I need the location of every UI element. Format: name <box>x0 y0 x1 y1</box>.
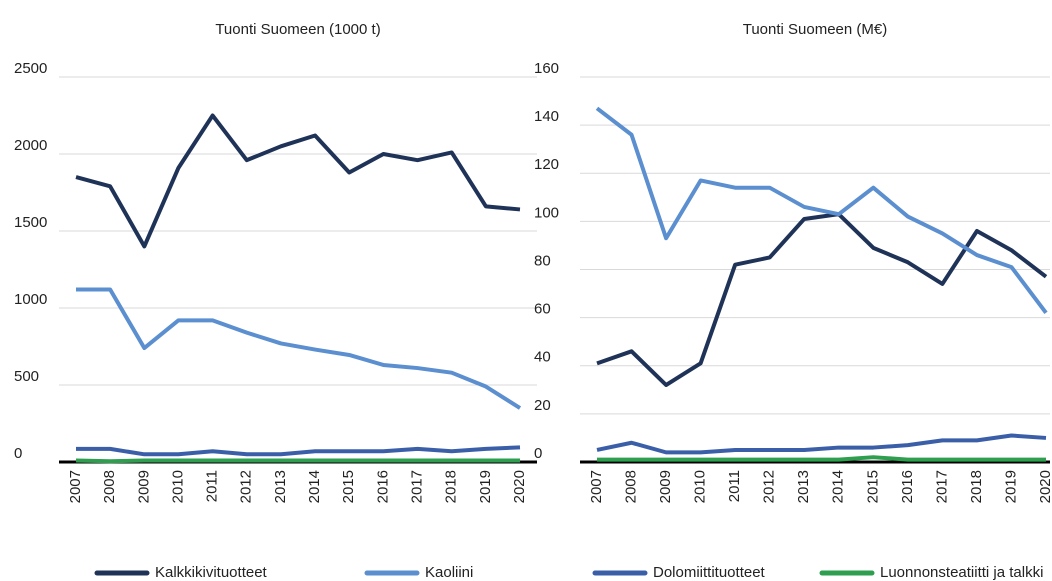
x-tick-label: 2013 <box>272 470 289 503</box>
legend-label: Kalkkikivituotteet <box>155 564 268 581</box>
line-series <box>597 455 1046 462</box>
y-tick-label: 40 <box>534 349 551 366</box>
x-tick-label: 2007 <box>67 470 84 503</box>
line-series <box>76 445 521 457</box>
x-tick-label: 2016 <box>899 470 916 503</box>
y-tick-label: 160 <box>534 60 559 77</box>
y-tick-label: 1000 <box>14 291 47 308</box>
x-tick-label: 2015 <box>340 470 357 503</box>
legend-label: Kaoliini <box>425 564 473 581</box>
x-tick-label: 2007 <box>588 470 605 503</box>
y-tick-label: 80 <box>534 252 551 269</box>
x-tick-label: 2010 <box>169 470 186 503</box>
y-tick-label: 100 <box>534 204 559 221</box>
x-tick-label: 2012 <box>238 470 255 503</box>
x-tick-label: 2012 <box>761 470 778 503</box>
x-tick-label: 2009 <box>657 470 674 503</box>
x-tick-label: 2020 <box>511 470 528 503</box>
x-tick-label: 2014 <box>830 470 847 503</box>
x-tick-label: 2013 <box>795 470 812 503</box>
x-tick-label: 2010 <box>692 470 709 503</box>
x-tick-label: 2018 <box>968 470 985 503</box>
x-tick-label: 2015 <box>864 470 881 503</box>
x-tick-label: 2019 <box>477 470 494 503</box>
line-series <box>75 113 521 249</box>
x-tick-label: 2008 <box>101 470 118 503</box>
y-tick-label: 0 <box>534 445 542 462</box>
y-tick-label: 120 <box>534 156 559 173</box>
y-tick-label: 2000 <box>14 137 47 154</box>
legend-label: Luonnonsteatiitti ja talkki <box>880 564 1043 581</box>
line-series <box>596 212 1048 387</box>
x-tick-label: 2009 <box>135 470 152 503</box>
x-tick-label: 2014 <box>306 470 323 503</box>
y-tick-label: 20 <box>534 397 551 414</box>
line-series <box>595 106 1048 315</box>
chart-title: Tuonti Suomeen (1000 t) <box>215 21 380 38</box>
y-tick-label: 1500 <box>14 214 47 231</box>
y-tick-label: 500 <box>14 368 39 385</box>
x-tick-label: 2020 <box>1037 470 1052 503</box>
x-tick-label: 2011 <box>204 470 221 502</box>
x-tick-label: 2016 <box>374 470 391 503</box>
y-tick-label: 0 <box>14 445 22 462</box>
x-tick-label: 2008 <box>623 470 640 503</box>
chart-title: Tuonti Suomeen (M€) <box>743 21 888 38</box>
x-tick-label: 2017 <box>933 470 950 503</box>
x-tick-label: 2017 <box>409 470 426 503</box>
legend-label: Dolomiittituotteet <box>653 564 766 581</box>
y-tick-label: 2500 <box>14 60 47 77</box>
x-tick-label: 2019 <box>1002 470 1019 503</box>
y-tick-label: 140 <box>534 108 559 125</box>
y-tick-label: 60 <box>534 301 551 318</box>
line-series <box>75 458 520 464</box>
line-series <box>596 433 1047 455</box>
x-tick-label: 2018 <box>443 470 460 503</box>
x-tick-label: 2011 <box>726 470 743 502</box>
line-series <box>76 287 522 410</box>
